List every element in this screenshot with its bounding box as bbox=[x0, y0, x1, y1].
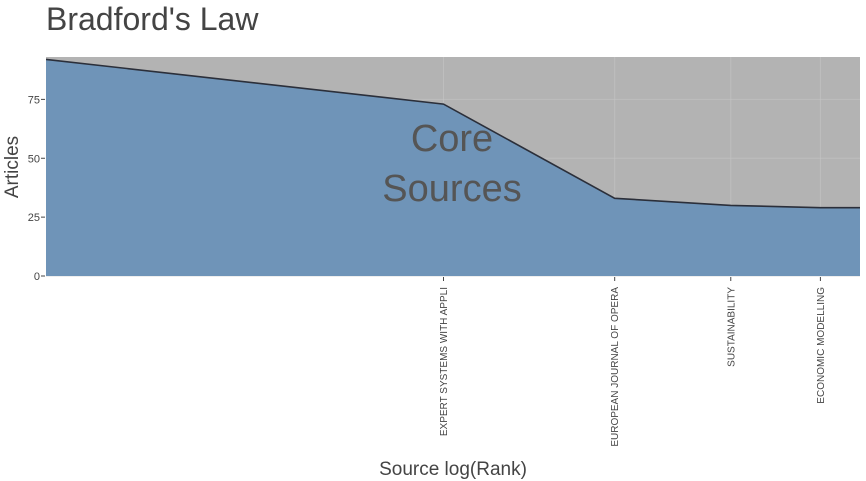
y-axis-ticks: 0 25 50 75 bbox=[28, 94, 45, 283]
x-tick-label: SUSTAINABILITY bbox=[726, 287, 737, 367]
y-tick-label: 0 bbox=[34, 271, 40, 283]
chart-title: Bradford's Law bbox=[46, 1, 259, 37]
annotation-core: Core bbox=[411, 118, 493, 160]
annotation-sources: Sources bbox=[382, 168, 521, 210]
x-tick-label: EUROPEAN JOURNAL OF OPERA bbox=[610, 287, 621, 447]
y-tick-label: 75 bbox=[28, 94, 40, 106]
y-axis-title: Articles bbox=[2, 136, 23, 198]
x-tick-label: ECONOMIC MODELLING bbox=[816, 287, 827, 404]
articles-area bbox=[46, 59, 860, 276]
y-tick-label: 50 bbox=[28, 153, 40, 165]
core-sources-annotation: Core Sources bbox=[382, 118, 521, 210]
articles-line bbox=[46, 58, 860, 209]
x-axis-ticks: EXPERT SYSTEMS WITH APPLI EUROPEAN JOURNA… bbox=[439, 277, 827, 447]
x-tick-label: EXPERT SYSTEMS WITH APPLI bbox=[439, 287, 450, 436]
y-tick-label: 25 bbox=[28, 212, 40, 224]
x-axis-title: Source log(Rank) bbox=[379, 459, 527, 480]
